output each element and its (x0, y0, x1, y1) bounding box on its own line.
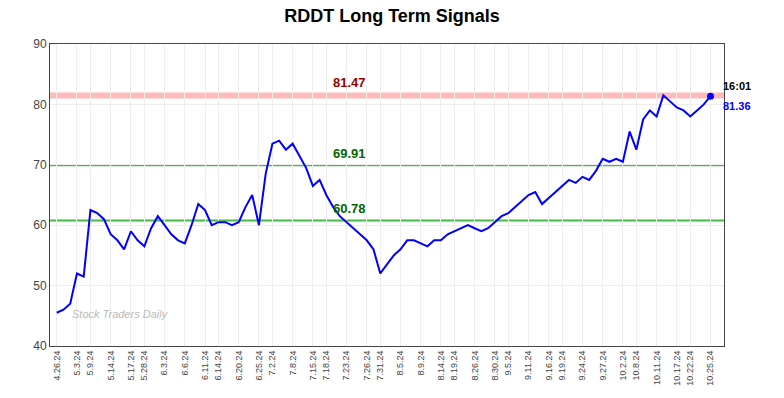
svg-text:6.25.24: 6.25.24 (254, 351, 264, 381)
svg-text:90: 90 (33, 37, 47, 51)
svg-text:6.14.24: 6.14.24 (213, 351, 223, 381)
svg-text:9.19.24: 9.19.24 (557, 351, 567, 381)
svg-text:7.31.24: 7.31.24 (375, 351, 385, 381)
svg-text:10.8.24: 10.8.24 (631, 351, 641, 381)
svg-text:7.15.24: 7.15.24 (308, 351, 318, 381)
svg-text:7.18.24: 7.18.24 (321, 351, 331, 381)
svg-text:5.28.24: 5.28.24 (139, 351, 149, 381)
svg-text:10.25.24: 10.25.24 (705, 351, 715, 386)
svg-text:9.24.24: 9.24.24 (577, 351, 587, 381)
svg-text:4.26.24: 4.26.24 (52, 351, 62, 381)
svg-text:6.6.24: 6.6.24 (180, 351, 190, 376)
svg-text:7.2.24: 7.2.24 (267, 351, 277, 376)
svg-text:40: 40 (33, 339, 47, 353)
svg-text:60: 60 (33, 218, 47, 232)
svg-text:5.17.24: 5.17.24 (126, 351, 136, 381)
svg-text:60.78: 60.78 (333, 201, 366, 216)
svg-text:7.23.24: 7.23.24 (341, 351, 351, 381)
svg-text:8.19.24: 8.19.24 (449, 351, 459, 381)
svg-text:9.16.24: 9.16.24 (544, 351, 554, 381)
svg-text:Stock Traders Daily: Stock Traders Daily (72, 308, 169, 320)
svg-text:80: 80 (33, 98, 47, 112)
svg-text:9.11.24: 9.11.24 (523, 351, 533, 380)
svg-text:81.47: 81.47 (333, 75, 366, 90)
svg-text:16:01: 16:01 (723, 80, 751, 92)
svg-text:70: 70 (33, 158, 47, 172)
svg-text:10.22.24: 10.22.24 (685, 351, 695, 386)
svg-text:RDDT Long Term Signals: RDDT Long Term Signals (284, 6, 500, 26)
svg-text:5.14.24: 5.14.24 (106, 351, 116, 381)
svg-text:8.14.24: 8.14.24 (436, 351, 446, 381)
svg-text:69.91: 69.91 (333, 146, 366, 161)
svg-text:10.11.24: 10.11.24 (652, 351, 662, 385)
svg-text:8.5.24: 8.5.24 (395, 351, 405, 376)
svg-text:8.30.24: 8.30.24 (490, 351, 500, 381)
svg-text:7.8.24: 7.8.24 (288, 351, 298, 376)
svg-text:10.17.24: 10.17.24 (672, 351, 682, 386)
svg-text:7.26.24: 7.26.24 (362, 351, 372, 381)
svg-text:5.3.24: 5.3.24 (72, 351, 82, 376)
svg-text:9.5.24: 9.5.24 (503, 351, 513, 376)
svg-text:6.11.24: 6.11.24 (200, 351, 210, 380)
svg-text:81.36: 81.36 (723, 100, 751, 112)
svg-text:6.3.24: 6.3.24 (160, 351, 170, 376)
svg-text:9.27.24: 9.27.24 (598, 351, 608, 381)
svg-text:8.9.24: 8.9.24 (416, 351, 426, 376)
svg-text:5.9.24: 5.9.24 (85, 351, 95, 376)
svg-text:50: 50 (33, 279, 47, 293)
svg-text:10.2.24: 10.2.24 (618, 351, 628, 381)
svg-text:6.20.24: 6.20.24 (234, 351, 244, 381)
svg-text:8.26.24: 8.26.24 (470, 351, 480, 381)
